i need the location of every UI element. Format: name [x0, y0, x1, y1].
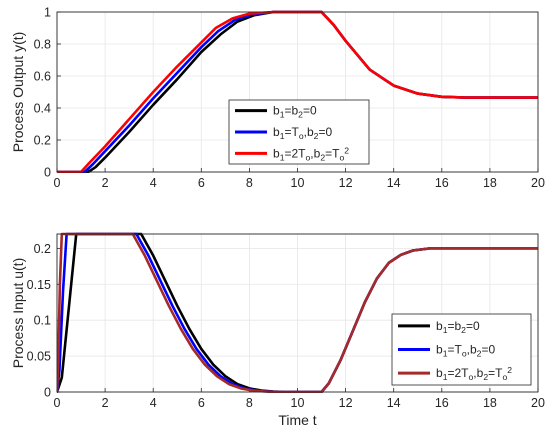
y-tick-label: 1 — [44, 6, 51, 20]
x-tick-label: 12 — [339, 176, 353, 190]
x-tick-label: 4 — [150, 396, 157, 410]
x-tick-label: 4 — [150, 176, 157, 190]
y-tick-label: 0.8 — [34, 38, 51, 52]
legend-label-2: b1=2To,b2=To2 — [273, 145, 349, 162]
x-tick-label: 12 — [339, 396, 353, 410]
x-tick-label: 20 — [531, 396, 545, 410]
y-tick-label: 0.6 — [34, 70, 51, 84]
y-tick-label: 0.1 — [34, 314, 51, 328]
x-tick-label: 20 — [531, 176, 545, 190]
x-tick-label: 18 — [483, 176, 497, 190]
x-tick-label: 6 — [198, 396, 205, 410]
axes-box — [56, 11, 539, 173]
x-tick-label: 18 — [483, 396, 497, 410]
y-tick-label: 0.4 — [34, 102, 51, 116]
y-axis-label: Process Input u(t) — [10, 258, 26, 369]
input-panel: 0 2 4 6 8 10 12 14 16 18 20 0 0.05 0.1 0.15 0.2 Process … — [10, 232, 545, 428]
x-tick-label: 10 — [291, 396, 305, 410]
y-tick-label: 0 — [44, 386, 51, 400]
y-tick-label: 0.15 — [27, 278, 51, 292]
legend: b1=b2=0 b1=To,b2=0 b1=2To,b2=To2 — [391, 313, 532, 386]
y-tick-label: 0 — [44, 166, 51, 180]
y-axis-label: Process Output y(t) — [10, 32, 26, 153]
x-tick-label: 8 — [246, 396, 253, 410]
y-tick-label: 0.2 — [34, 134, 51, 148]
x-tick-label: 0 — [54, 396, 61, 410]
legend: b1=b2=0 b1=To,b2=0 b1=2To,b2=To2 — [228, 99, 370, 165]
output-panel: 0 2 4 6 8 10 12 14 16 18 20 0 0.2 0.4 0.6 0.8 1 Process O… — [10, 6, 545, 191]
series-line-2 — [57, 232, 538, 393]
y-tick-label: 0.05 — [27, 350, 51, 364]
x-tick-label: 10 — [291, 176, 305, 190]
x-tick-label: 16 — [435, 176, 449, 190]
x-axis-label: Time t — [278, 412, 316, 428]
legend-label-0: b1=b2=0 — [273, 104, 317, 120]
x-tick-label: 8 — [246, 176, 253, 190]
series-group — [57, 232, 538, 393]
x-tick-label: 14 — [387, 396, 401, 410]
legend-label-0: b1=b2=0 — [436, 319, 480, 335]
x-tick-label: 0 — [54, 176, 61, 190]
legend-label-1: b1=To,b2=0 — [436, 343, 495, 359]
x-tick-label: 2 — [102, 176, 109, 190]
legend-label-1: b1=To,b2=0 — [273, 125, 332, 141]
y-tick-label: 0.2 — [34, 242, 51, 256]
x-tick-label: 14 — [387, 176, 401, 190]
x-tick-label: 16 — [435, 396, 449, 410]
x-tick-label: 2 — [102, 396, 109, 410]
x-tick-label: 6 — [198, 176, 205, 190]
legend-label-2: b1=2To,b2=To2 — [436, 365, 512, 382]
axes-box — [56, 233, 539, 393]
